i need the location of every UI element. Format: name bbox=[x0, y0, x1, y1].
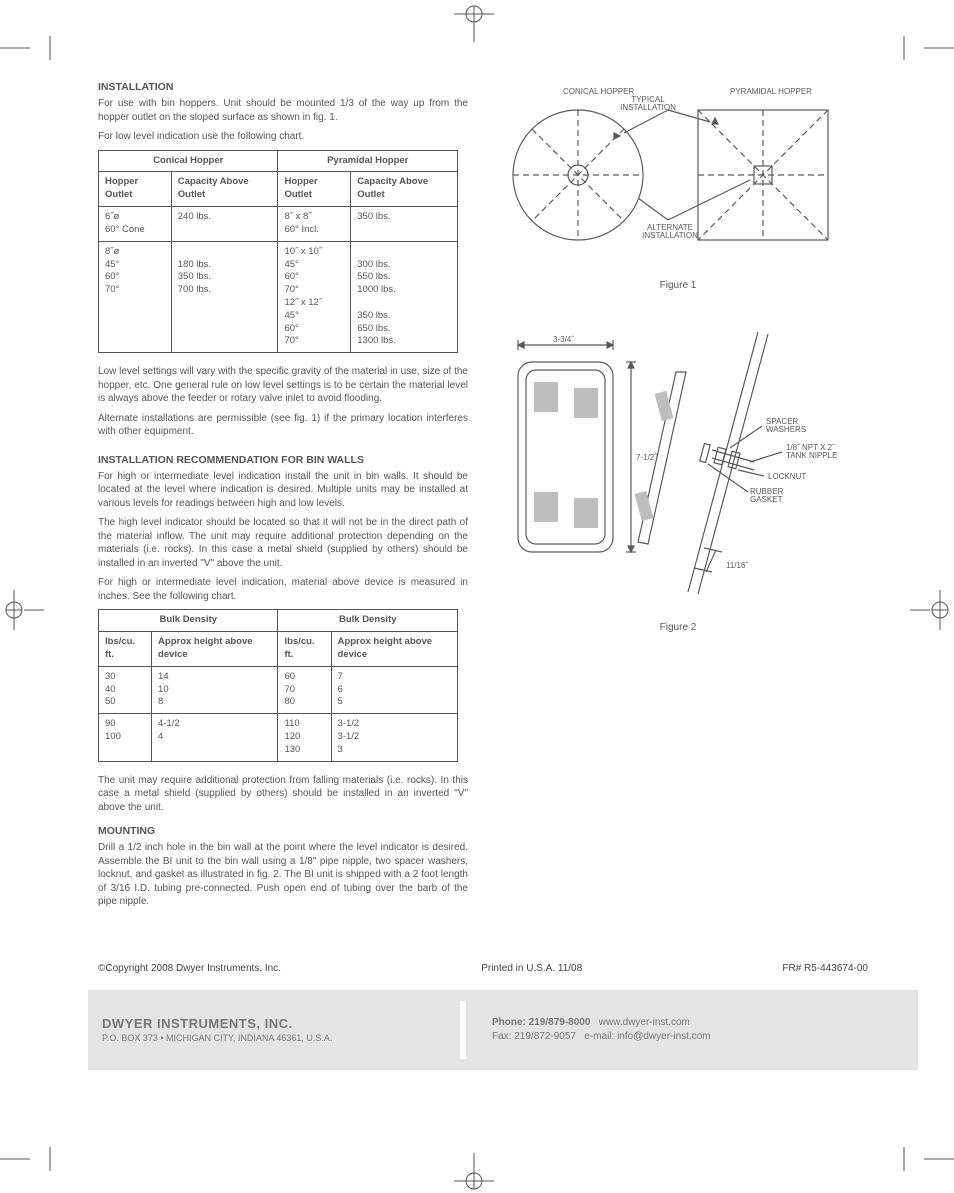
company-email: e-mail: info@dwyer-inst.com bbox=[584, 1031, 710, 1042]
dim-width: 3-3/4˝ bbox=[553, 335, 575, 344]
t2-group1: Bulk Density bbox=[99, 610, 278, 632]
reg-bottom bbox=[444, 1153, 504, 1193]
t2-group2: Bulk Density bbox=[278, 610, 458, 632]
footer-contact-block: Phone: 219/879-8000 www.dwyer-inst.com F… bbox=[478, 1010, 918, 1050]
figure-1: CONICAL HOPPER PYRAMIDAL HOPPER bbox=[498, 80, 858, 292]
reg-left bbox=[0, 580, 44, 640]
t1-h1: Hopper Outlet bbox=[99, 172, 172, 207]
t2-r1c2: 14108 bbox=[152, 666, 278, 713]
company-web: www.dwyer-inst.com bbox=[599, 1017, 690, 1028]
binwalls-p1: For high or intermediate level indicatio… bbox=[98, 470, 468, 511]
right-column: CONICAL HOPPER PYRAMIDAL HOPPER bbox=[498, 80, 878, 664]
t1-group1: Conical Hopper bbox=[99, 150, 278, 172]
t2-h1: lbs/cu. ft. bbox=[99, 632, 152, 667]
label-pyramidal: PYRAMIDAL HOPPER bbox=[730, 87, 812, 96]
binwalls-p2: The high level indicator should be locat… bbox=[98, 516, 468, 570]
footer-divider bbox=[460, 1001, 466, 1059]
left-column: INSTALLATION For use with bin hoppers. U… bbox=[98, 80, 468, 915]
figure-2: 3-3/4˝ 7-1/2˝ bbox=[498, 332, 858, 634]
svg-text:GASKET: GASKET bbox=[750, 495, 783, 504]
t2-r2c2: 4-1/24 bbox=[152, 714, 278, 761]
t1-r1c3: 8˝ x 8˝60° Incl. bbox=[278, 207, 351, 242]
mounting-heading: MOUNTING bbox=[98, 824, 468, 838]
page: INSTALLATION For use with bin hoppers. U… bbox=[48, 20, 908, 1150]
crop-br bbox=[898, 1147, 954, 1171]
company-name: DWYER INSTRUMENTS, INC. bbox=[102, 1016, 434, 1033]
fig1-caption: Figure 1 bbox=[498, 279, 858, 293]
svg-text:INSTALLATION: INSTALLATION bbox=[620, 103, 676, 112]
label-locknut: LOCKNUT bbox=[768, 472, 806, 481]
mounting-diagram-svg: 3-3/4˝ 7-1/2˝ bbox=[498, 332, 858, 612]
mounting-p1: Drill a 1/2 inch hole in the bin wall at… bbox=[98, 841, 468, 909]
t1-r1c1: 6˝ø60° Cone bbox=[99, 207, 172, 242]
footer-company-block: DWYER INSTRUMENTS, INC. P.O. BOX 373 • M… bbox=[88, 1010, 448, 1051]
t1-r2c1: 8˝ø45°60°70° bbox=[99, 241, 172, 353]
fig2-caption: Figure 2 bbox=[498, 621, 858, 635]
hopper-table: Conical Hopper Pyramidal Hopper Hopper O… bbox=[98, 150, 458, 354]
footer-bar: DWYER INSTRUMENTS, INC. P.O. BOX 373 • M… bbox=[88, 990, 918, 1070]
t1-group2: Pyramidal Hopper bbox=[278, 150, 458, 172]
t2-r2c4: 3-1/23-1/23 bbox=[331, 714, 457, 761]
density-table: Bulk Density Bulk Density lbs/cu. ft. Ap… bbox=[98, 609, 458, 761]
t1-h4: Capacity Above Outlet bbox=[351, 172, 458, 207]
t1-r1c4: 350 lbs. bbox=[351, 207, 458, 242]
copyright: ©Copyright 2008 Dwyer Instruments, Inc. bbox=[98, 962, 281, 976]
dim-depth: 11/16˝ bbox=[726, 561, 749, 570]
hopper-diagram-svg: CONICAL HOPPER PYRAMIDAL HOPPER bbox=[498, 80, 858, 270]
content-area: INSTALLATION For use with bin hoppers. U… bbox=[98, 80, 868, 1080]
t1-r2c3: 10˝ x 10˝45°60°70°12˝ x 12˝45°60°70° bbox=[278, 241, 351, 353]
t1-r2c2: 180 lbs.350 lbs.700 lbs. bbox=[171, 241, 278, 353]
binwalls-heading: INSTALLATION RECOMMENDATION FOR BIN WALL… bbox=[98, 453, 468, 467]
t1-r2c4: 300 lbs.550 lbs.1000 lbs. 350 lbs.650 lb… bbox=[351, 241, 458, 353]
svg-text:INSTALLATION: INSTALLATION bbox=[642, 231, 698, 240]
t2-r1c4: 765 bbox=[331, 666, 457, 713]
footer-line: ©Copyright 2008 Dwyer Instruments, Inc. … bbox=[98, 962, 868, 976]
installation-heading: INSTALLATION bbox=[98, 80, 468, 94]
fr-number: FR# R5-443674-00 bbox=[782, 962, 868, 976]
t2-h3: lbs/cu. ft. bbox=[278, 632, 331, 667]
t2-r1c3: 607080 bbox=[278, 666, 331, 713]
company-phone: Phone: 219/879-8000 bbox=[492, 1017, 590, 1028]
installation-p3: Low level settings will vary with the sp… bbox=[98, 365, 468, 406]
installation-p1: For use with bin hoppers. Unit should be… bbox=[98, 97, 468, 124]
t2-h4: Approx height above device bbox=[331, 632, 457, 667]
t1-r1c2: 240 lbs. bbox=[171, 207, 278, 242]
installation-p4: Alternate installations are permissible … bbox=[98, 412, 468, 439]
printed-in: Printed in U.S.A. 11/08 bbox=[481, 962, 582, 976]
svg-text:WASHERS: WASHERS bbox=[766, 425, 806, 434]
t1-h3: Hopper Outlet bbox=[278, 172, 351, 207]
svg-text:TANK NIPPLE: TANK NIPPLE bbox=[786, 451, 837, 460]
label-conical: CONICAL HOPPER bbox=[563, 87, 634, 96]
binwalls-p4: The unit may require additional protecti… bbox=[98, 774, 468, 815]
reg-right bbox=[910, 580, 954, 640]
company-address: P.O. BOX 373 • MICHIGAN CITY, INDIANA 46… bbox=[102, 1033, 434, 1045]
t2-h2: Approx height above device bbox=[152, 632, 278, 667]
t1-h2: Capacity Above Outlet bbox=[171, 172, 278, 207]
binwalls-p3: For high or intermediate level indicatio… bbox=[98, 576, 468, 603]
t2-r2c1: 90100 bbox=[99, 714, 152, 761]
crop-bl bbox=[0, 1147, 56, 1171]
dim-height: 7-1/2˝ bbox=[636, 453, 658, 462]
company-fax: Fax: 219/872-9057 bbox=[492, 1031, 576, 1042]
t2-r2c3: 110120130 bbox=[278, 714, 331, 761]
t2-r1c1: 304050 bbox=[99, 666, 152, 713]
installation-p2: For low level indication use the followi… bbox=[98, 130, 468, 144]
